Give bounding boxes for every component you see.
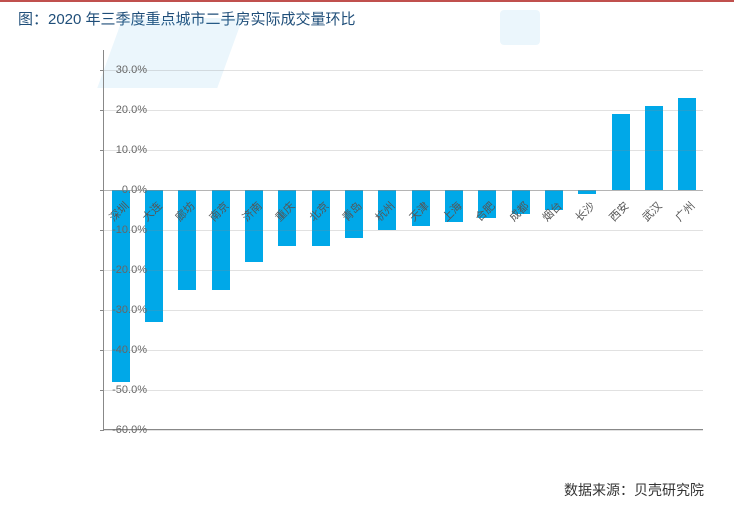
chart-container: 图：2020 年三季度重点城市二手房实际成交量环比 -60.0%-50.0%-4…	[0, 0, 734, 512]
bar	[645, 106, 663, 190]
grid-line	[104, 350, 703, 351]
y-axis-label: -40.0%	[97, 344, 147, 356]
y-axis-label: 20.0%	[97, 104, 147, 116]
grid-line	[104, 430, 703, 431]
y-axis-label: -30.0%	[97, 304, 147, 316]
grid-line	[104, 270, 703, 271]
y-axis-label: -60.0%	[97, 424, 147, 436]
y-axis-label: -50.0%	[97, 384, 147, 396]
zero-line	[104, 190, 703, 191]
grid-line	[104, 310, 703, 311]
source-line: 数据来源：贝壳研究院	[564, 480, 704, 500]
source-label: 数据来源：	[564, 482, 634, 498]
grid-line	[104, 150, 703, 151]
y-axis-label: -10.0%	[97, 224, 147, 236]
grid-line	[104, 70, 703, 71]
chart-area: -60.0%-50.0%-40.0%-30.0%-20.0%-10.0%0.0%…	[55, 40, 715, 460]
y-axis-label: 10.0%	[97, 144, 147, 156]
bars-layer	[104, 50, 703, 429]
plot-area: -60.0%-50.0%-40.0%-30.0%-20.0%-10.0%0.0%…	[103, 50, 703, 430]
bar	[612, 114, 630, 190]
title-bar: 图：2020 年三季度重点城市二手房实际成交量环比	[0, 0, 734, 35]
y-axis-label: -20.0%	[97, 264, 147, 276]
grid-line	[104, 110, 703, 111]
y-axis-label: 30.0%	[97, 64, 147, 76]
grid-line	[104, 390, 703, 391]
grid-line	[104, 230, 703, 231]
bar	[678, 98, 696, 190]
source-value: 贝壳研究院	[634, 482, 704, 498]
